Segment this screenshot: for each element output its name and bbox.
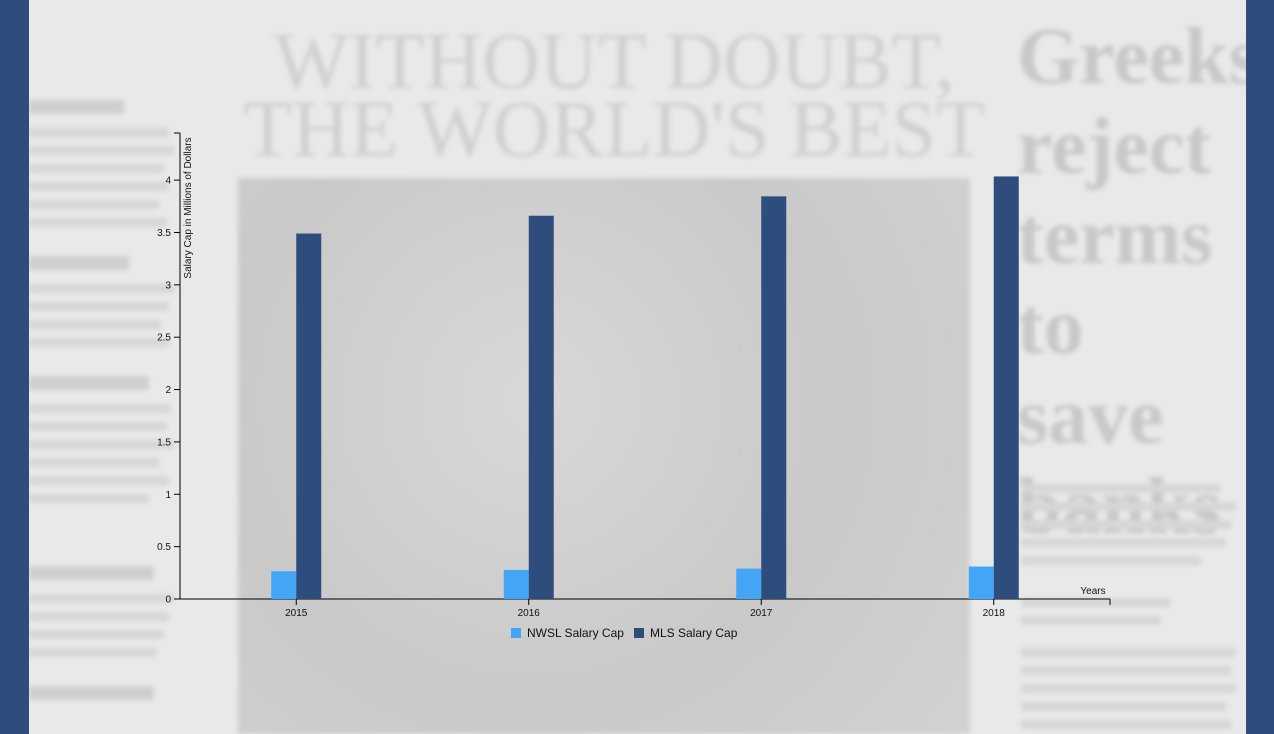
bar-mls-2017[interactable] xyxy=(761,196,787,600)
background-left-column xyxy=(29,0,204,734)
legend-label-nwsl: NWSL Salary Cap xyxy=(527,626,624,640)
bar-mls-2016[interactable] xyxy=(528,215,554,599)
legend-swatch-mls xyxy=(634,628,644,638)
y-axis: 0 0.5 1 1.5 2 2.5 3 3.5 4 xyxy=(157,132,181,606)
background-headline-line-2: THE WORLD'S BEST xyxy=(243,86,985,174)
x-tick-label: 2016 xyxy=(518,608,541,619)
background-side-headline-line: to save xyxy=(1017,283,1164,461)
legend-swatch-nwsl xyxy=(511,628,521,638)
background-headline-line-1: WITHOUT DOUBT, xyxy=(273,18,955,106)
bar-mls-2018[interactable] xyxy=(993,176,1019,599)
y-tick-label: 2 xyxy=(165,385,171,396)
background-photo xyxy=(238,178,970,734)
bar-nwsl-2016[interactable] xyxy=(503,569,529,599)
y-tick-label: 1.5 xyxy=(157,437,171,448)
bar-nwsl-2015[interactable] xyxy=(271,571,297,599)
legend-label-mls: MLS Salary Cap xyxy=(650,626,738,640)
bar-nwsl-2017[interactable] xyxy=(736,568,762,599)
background-side-headline-line: terms xyxy=(1017,193,1213,281)
y-tick-label: 4 xyxy=(165,176,171,187)
bars xyxy=(271,176,1019,600)
bar-nwsl-2018[interactable] xyxy=(968,566,994,599)
x-axis-label: Years xyxy=(1080,586,1105,597)
x-tick-label: 2017 xyxy=(750,608,773,619)
y-tick-label: 2.5 xyxy=(157,333,171,344)
y-tick-label: 0 xyxy=(165,595,171,606)
bar-mls-2015[interactable] xyxy=(296,233,322,599)
x-axis: 2015 2016 2017 2018 xyxy=(180,598,1111,619)
y-tick-label: 1 xyxy=(165,490,171,501)
y-tick-label: 3.5 xyxy=(157,228,171,239)
y-tick-label: 0.5 xyxy=(157,542,171,553)
background-side-headline-line: Greeks xyxy=(1017,13,1246,101)
background-side-headline: Greeks reject terms to save banks xyxy=(1017,12,1246,552)
y-axis-label: Salary Cap in Millions of Dollars xyxy=(183,137,194,278)
x-tick-label: 2018 xyxy=(983,608,1006,619)
background-side-headline-line: reject xyxy=(1017,103,1211,191)
y-tick-label: 3 xyxy=(165,280,171,291)
newspaper-background: WITHOUT DOUBT, THE WORLD'S BEST xyxy=(29,0,1246,734)
legend: NWSL Salary Cap MLS Salary Cap xyxy=(511,626,738,640)
x-tick-label: 2015 xyxy=(285,608,308,619)
